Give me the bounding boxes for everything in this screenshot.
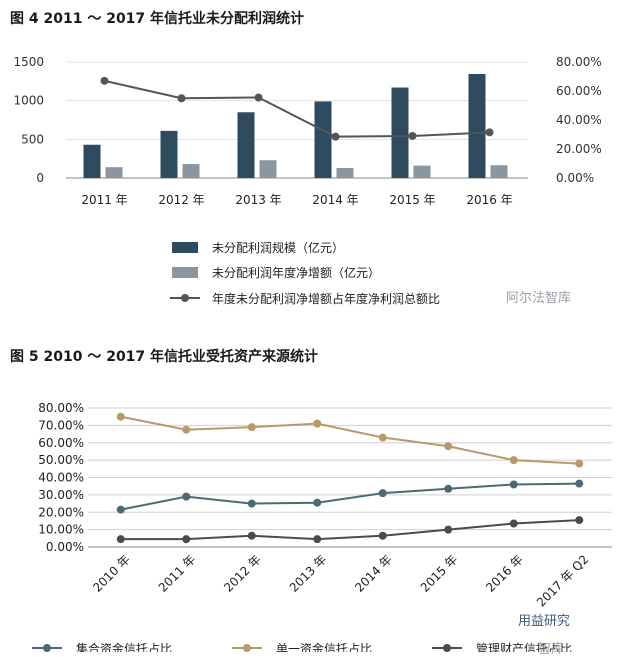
x-tick-label: 2015 年 — [389, 193, 435, 207]
y-tick-label: 80.00% — [38, 401, 84, 415]
legend-label: 未分配利润年度净增额（亿元） — [212, 265, 380, 280]
line-point — [247, 499, 256, 508]
line-point — [313, 498, 322, 507]
figure-4-title: 图 4 2011 ～ 2017 年信托业未分配利润统计 — [10, 11, 305, 27]
series-line-ratio — [104, 79, 490, 138]
bar-net-increase — [336, 167, 354, 178]
line-point — [182, 425, 191, 434]
figure-5-title: 图 5 2010 ～ 2017 年信托业受托资产来源统计 — [10, 349, 319, 365]
y-left-tick-label: 500 — [21, 132, 44, 146]
bar-profit-scale — [314, 101, 332, 178]
x-tick-label: 2012 年 — [158, 193, 204, 207]
x-tick-label: 2016 年 — [483, 552, 526, 595]
legend-swatch — [181, 294, 189, 302]
y-right-tick-label: 20.00% — [556, 142, 602, 156]
y-left-tick-label: 1000 — [13, 94, 44, 108]
line-point — [509, 456, 518, 465]
line-point — [444, 484, 453, 493]
line-point — [378, 433, 387, 442]
line-point — [575, 459, 584, 468]
line-point — [116, 505, 125, 514]
line-point — [331, 132, 340, 141]
legend-label: 年度未分配利润净增额占年度净利润总额比 — [212, 291, 440, 306]
line-point — [100, 76, 109, 85]
x-tick-label: 2017 年 Q2 — [534, 552, 591, 609]
x-tick-label: 2015 年 — [418, 552, 461, 595]
x-tick-label: 2011 年 — [81, 193, 127, 207]
line-point — [444, 525, 453, 534]
x-tick-label: 2010 年 — [90, 552, 133, 595]
bar-net-increase — [490, 165, 508, 178]
line-point — [254, 93, 263, 102]
bar-net-increase — [413, 165, 431, 178]
y-right-tick-label: 40.00% — [556, 113, 602, 127]
watermark-text: 智库 — [538, 642, 565, 657]
series-line — [120, 519, 580, 541]
series-line — [120, 482, 580, 511]
line-point — [177, 94, 186, 103]
line-point — [575, 516, 584, 525]
x-tick-label: 2012 年 — [221, 552, 264, 595]
line-point — [378, 531, 387, 540]
y-tick-label: 40.00% — [38, 471, 84, 485]
line-point — [509, 480, 518, 489]
bar-net-increase — [105, 167, 123, 178]
x-tick-label: 2013 年 — [235, 193, 281, 207]
line-point — [509, 519, 518, 528]
y-tick-label: 70.00% — [38, 418, 84, 432]
watermark-text: 阿尔法智库 — [506, 291, 572, 306]
legend-swatch — [443, 644, 451, 652]
line-point — [575, 479, 584, 488]
x-tick-label: 2013 年 — [287, 552, 330, 595]
bar-profit-scale — [160, 130, 178, 178]
legend-swatch — [43, 644, 51, 652]
bar-profit-scale — [391, 87, 409, 178]
line-point — [116, 535, 125, 544]
legend-swatch — [243, 644, 251, 652]
series-line — [120, 415, 580, 465]
legend-label: 管理财产信托占比 — [476, 641, 572, 652]
y-tick-label: 60.00% — [38, 436, 84, 450]
line-point — [313, 419, 322, 428]
watermark-text: 用益研究 — [518, 614, 571, 629]
bar-profit-scale — [237, 112, 255, 178]
legend-label: 未分配利润规模（亿元） — [212, 240, 344, 255]
legend-swatch — [172, 267, 198, 278]
line-point — [116, 412, 125, 421]
y-tick-label: 0.00% — [46, 540, 84, 554]
unallocated-profit-chart: 0 500 1000 1500 0.00% 20.00% 40.00% 60.00% 80.00… — [13, 55, 602, 306]
y-left-tick-label: 1500 — [13, 55, 44, 69]
line-point — [444, 442, 453, 451]
line-point — [247, 531, 256, 540]
line-point — [247, 423, 256, 432]
y-tick-label: 20.00% — [38, 505, 84, 519]
line-point — [378, 489, 387, 498]
y-right-tick-label: 80.00% — [556, 55, 602, 69]
y-tick-label: 50.00% — [38, 453, 84, 467]
bar-profit-scale — [468, 73, 486, 178]
y-left-tick-label: 0 — [36, 171, 44, 185]
line-point — [313, 535, 322, 544]
line-point — [485, 128, 494, 137]
x-tick-label: 2014 年 — [352, 552, 395, 595]
line-point — [182, 492, 191, 501]
y-right-tick-label: 0.00% — [556, 171, 594, 185]
legend-label: 集合资金信托占比 — [76, 641, 172, 652]
legend-swatch — [172, 242, 198, 253]
x-tick-label: 2016 年 — [466, 193, 512, 207]
line-point — [408, 131, 417, 140]
y-tick-label: 10.00% — [38, 523, 84, 537]
bar-profit-scale — [83, 144, 101, 178]
y-right-tick-label: 60.00% — [556, 84, 602, 98]
bar-net-increase — [182, 164, 200, 178]
bar-net-increase — [259, 160, 277, 178]
legend-label: 单一资金信托占比 — [276, 641, 372, 652]
x-tick-label: 2014 年 — [312, 193, 358, 207]
y-tick-label: 30.00% — [38, 488, 84, 502]
x-tick-label: 2011 年 — [156, 552, 199, 595]
line-point — [182, 535, 191, 544]
